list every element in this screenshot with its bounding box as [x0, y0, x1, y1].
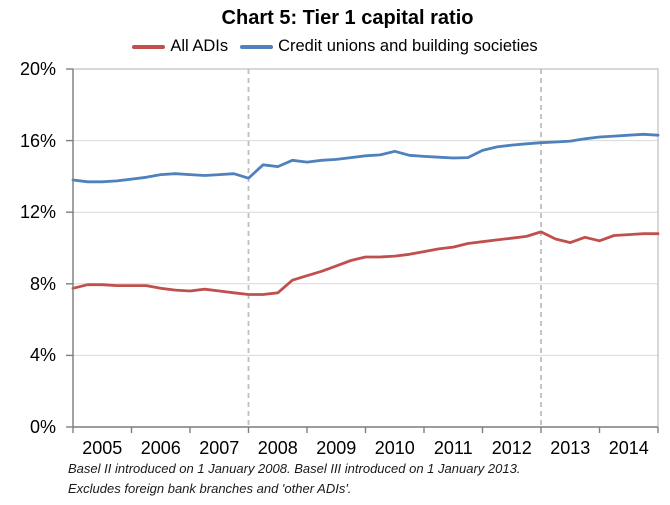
legend-label-credit-unions: Credit unions and building societies — [278, 37, 538, 55]
plot-border — [72, 68, 659, 428]
legend: All ADIs Credit unions and building soci… — [0, 37, 670, 56]
legend-line-swatch-blue — [240, 44, 274, 49]
chart-footnotes: Basel II introduced on 1 January 2008. B… — [68, 459, 662, 499]
legend-label-all-adis: All ADIs — [170, 37, 229, 55]
legend-item-credit-unions: Credit unions and building societies — [240, 37, 538, 56]
series-line-credit-unions — [71, 132, 660, 184]
legend-line-swatch-red — [132, 44, 166, 49]
chart-title: Chart 5: Tier 1 capital ratio — [221, 7, 474, 29]
legend-item-all-adis: All ADIs — [132, 37, 228, 56]
footnote-line-2: Excludes foreign bank branches and 'othe… — [68, 481, 352, 496]
series-line-all-adis — [71, 230, 660, 296]
footnote-line-1: Basel II introduced on 1 January 2008. B… — [68, 461, 521, 476]
